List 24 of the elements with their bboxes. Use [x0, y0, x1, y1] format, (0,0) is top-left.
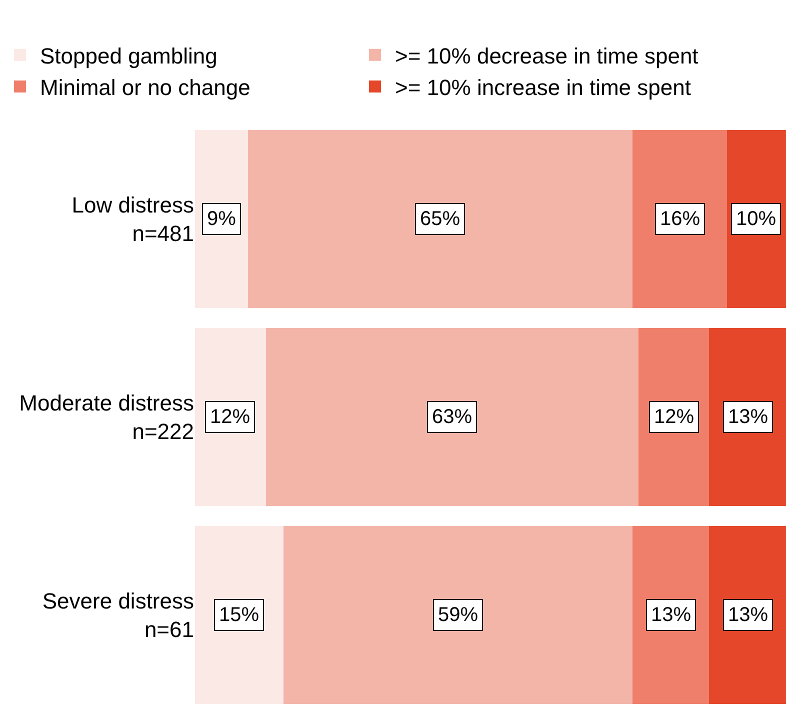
legend-label: Minimal or no change — [40, 75, 250, 100]
data-label: 10% — [736, 208, 776, 230]
data-label: 13% — [728, 406, 768, 428]
y-tick-label: Low distress n=481 — [72, 192, 194, 246]
data-label: 63% — [432, 406, 472, 428]
data-label: 65% — [420, 208, 460, 230]
legend-label: >= 10% decrease in time spent — [395, 44, 698, 68]
data-label: 12% — [210, 406, 250, 428]
bar — [248, 130, 632, 308]
data-label: 13% — [728, 604, 768, 626]
legend-label: Stopped gambling — [40, 44, 218, 68]
data-label: 13% — [651, 604, 692, 626]
bar — [632, 130, 727, 308]
legend-label: >= 10% increase in time spent — [395, 75, 691, 100]
data-label: 59% — [438, 604, 478, 626]
data-label: 12% — [654, 406, 694, 428]
y-tick-label: Moderate distress n=222 — [19, 390, 194, 444]
data-label: 16% — [660, 208, 700, 230]
bar — [195, 526, 284, 704]
y-tick-label: Severe distress n=61 — [42, 588, 194, 642]
bar — [266, 328, 638, 506]
data-label: 15% — [219, 604, 260, 626]
bar — [284, 526, 632, 704]
data-label: 9% — [207, 208, 236, 230]
